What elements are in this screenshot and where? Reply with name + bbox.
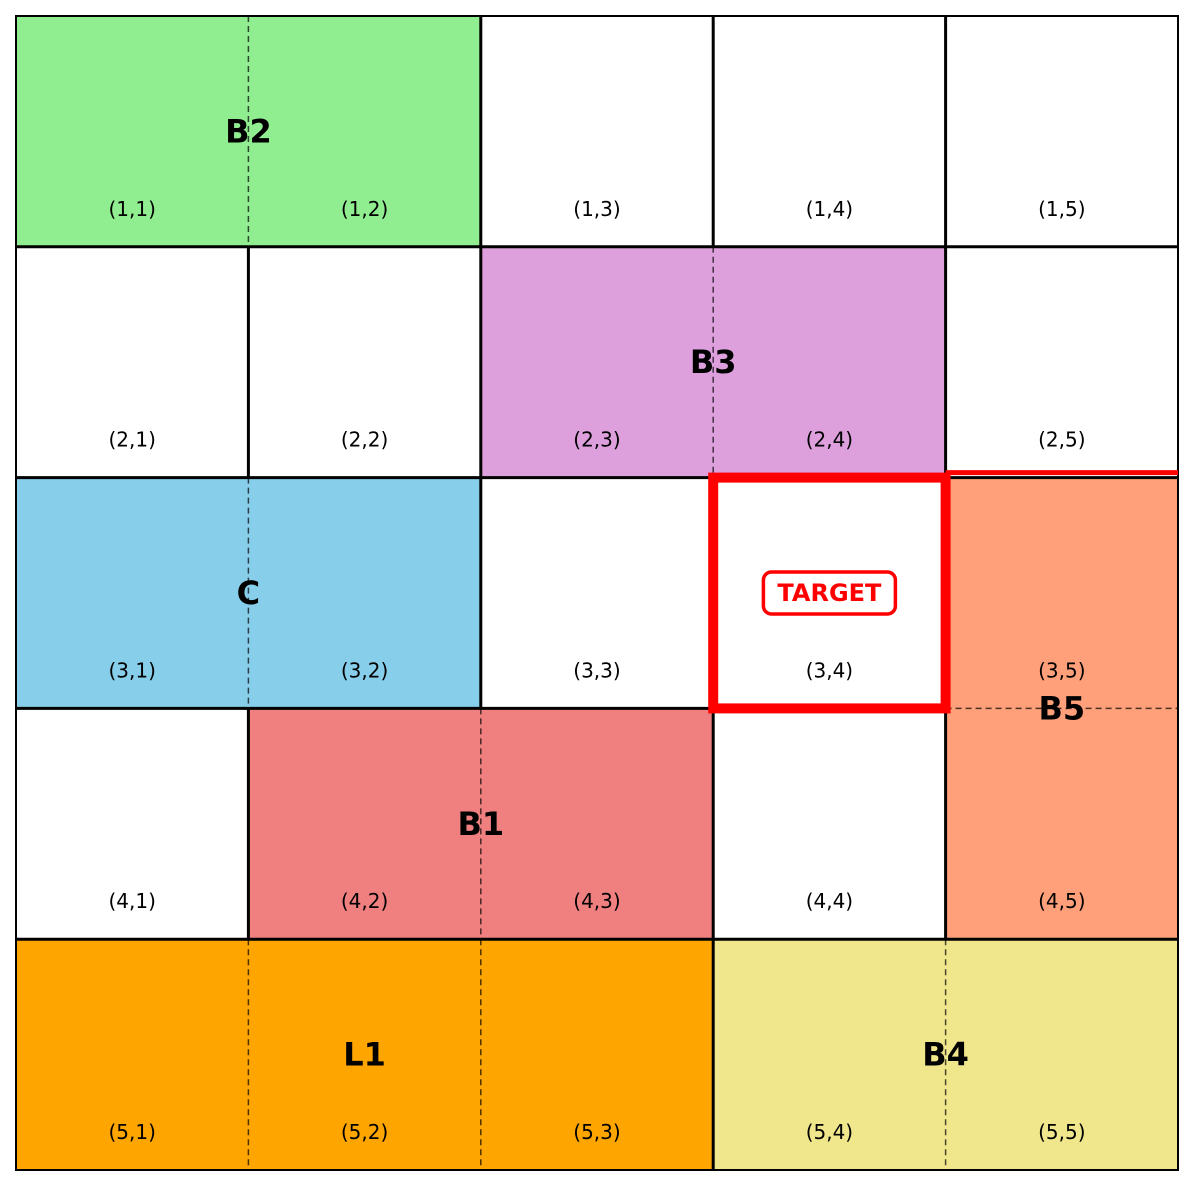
- cell-coordinate-label: (4,5): [1038, 889, 1085, 913]
- cell-coordinate-label: (3,2): [341, 658, 388, 682]
- cell-coordinate-label: (5,1): [108, 1120, 155, 1144]
- cell-coordinate-label: (2,1): [108, 428, 155, 452]
- target-badge: [761, 570, 898, 616]
- cell-coordinate-label: (5,3): [573, 1120, 620, 1144]
- target-cell: [708, 472, 951, 714]
- cell-coordinate-label: (5,5): [1038, 1120, 1085, 1144]
- block-b4-label: B4: [922, 1036, 969, 1074]
- target-label: TARGET: [777, 579, 882, 607]
- cell-coordinate-label: (3,4): [806, 658, 853, 682]
- cell-coordinate-label: (3,5): [1038, 658, 1085, 682]
- block-c-label: C: [237, 574, 260, 612]
- cell-coordinate-label: (1,3): [573, 197, 620, 221]
- cell-coordinate-label: (2,3): [573, 428, 620, 452]
- cell-coordinate-label: (1,2): [341, 197, 388, 221]
- cell-coordinate-label: (1,1): [108, 197, 155, 221]
- cell-coordinate-label: (1,5): [1038, 197, 1085, 221]
- cell-coordinate-label: (1,4): [806, 197, 853, 221]
- cell-coordinate-label: (5,4): [806, 1120, 853, 1144]
- board-border: [15, 15, 1179, 1171]
- cell-coordinate-label: (2,4): [806, 428, 853, 452]
- cell-coordinate-label: (4,3): [573, 889, 620, 913]
- cell-coordinate-label: (3,1): [108, 658, 155, 682]
- cell-coordinate-label: (5,2): [341, 1120, 388, 1144]
- cell-coordinate-label: (3,3): [573, 658, 620, 682]
- cell-coordinate-label: (2,2): [341, 428, 388, 452]
- block-l1-label: L1: [343, 1036, 386, 1074]
- block-b1-label: B1: [457, 805, 504, 843]
- cell-coordinate-label: (4,1): [108, 889, 155, 913]
- block-l1[interactable]: [16, 939, 714, 1170]
- block-b2-label: B2: [225, 112, 272, 150]
- block-b3-label: B3: [690, 343, 737, 381]
- block-b5-label: B5: [1038, 689, 1085, 727]
- cell-coordinate-label: (4,4): [806, 889, 853, 913]
- cell-coordinate-label: (4,2): [341, 889, 388, 913]
- cell-coordinate-label: (2,5): [1038, 428, 1085, 452]
